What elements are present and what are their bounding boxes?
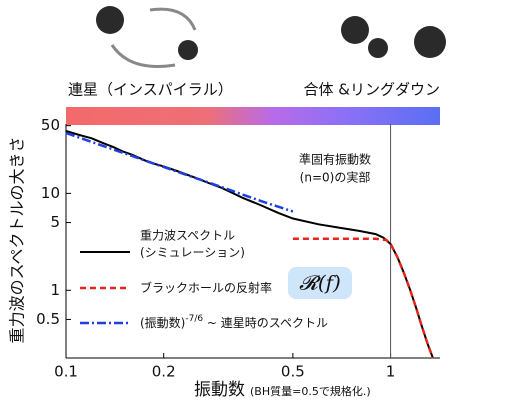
phase-label: 合体 &リングダウン [304, 81, 440, 99]
annotation: 準固有振動数 [299, 152, 371, 167]
x-tick-label: 0.5 [281, 363, 305, 381]
y-tick-label: 50 [41, 116, 60, 134]
y-axis-label: 重力波のスペクトルの大きさ [8, 137, 27, 344]
legend-label: ブラックホールの反射率 [140, 280, 272, 295]
legend-label: 重力波スペクトル(シミュレーション) [140, 228, 245, 259]
x-tick-label: 0.2 [152, 363, 176, 381]
legend-label: (振動数)-7/6 ~ 連星時のスペクトル [140, 314, 328, 330]
y-tick-label: 1 [50, 281, 60, 299]
phase-bar [66, 107, 440, 125]
phase-label: 連星（インスパイラル） [68, 81, 233, 99]
x-tick-label: 0.1 [54, 363, 78, 381]
annotation: (n=0)の実部 [300, 170, 371, 185]
x-tick-label: 1 [386, 363, 396, 381]
y-tick-label: 5 [50, 213, 60, 231]
chart: 連星（インスパイラル） 合体 &リングダウン 重力波のスペクトルの大きさ 振動数… [0, 0, 508, 406]
x-axis-note: (BH質量=0.5で規格化.) [250, 384, 371, 398]
series-line [66, 133, 293, 212]
badge: 𝓡(f) [299, 271, 341, 295]
x-axis-label: 振動数 [194, 380, 245, 400]
y-tick-label: 10 [41, 184, 60, 202]
icons [96, 6, 446, 66]
y-tick-label: 0.5 [36, 310, 60, 328]
